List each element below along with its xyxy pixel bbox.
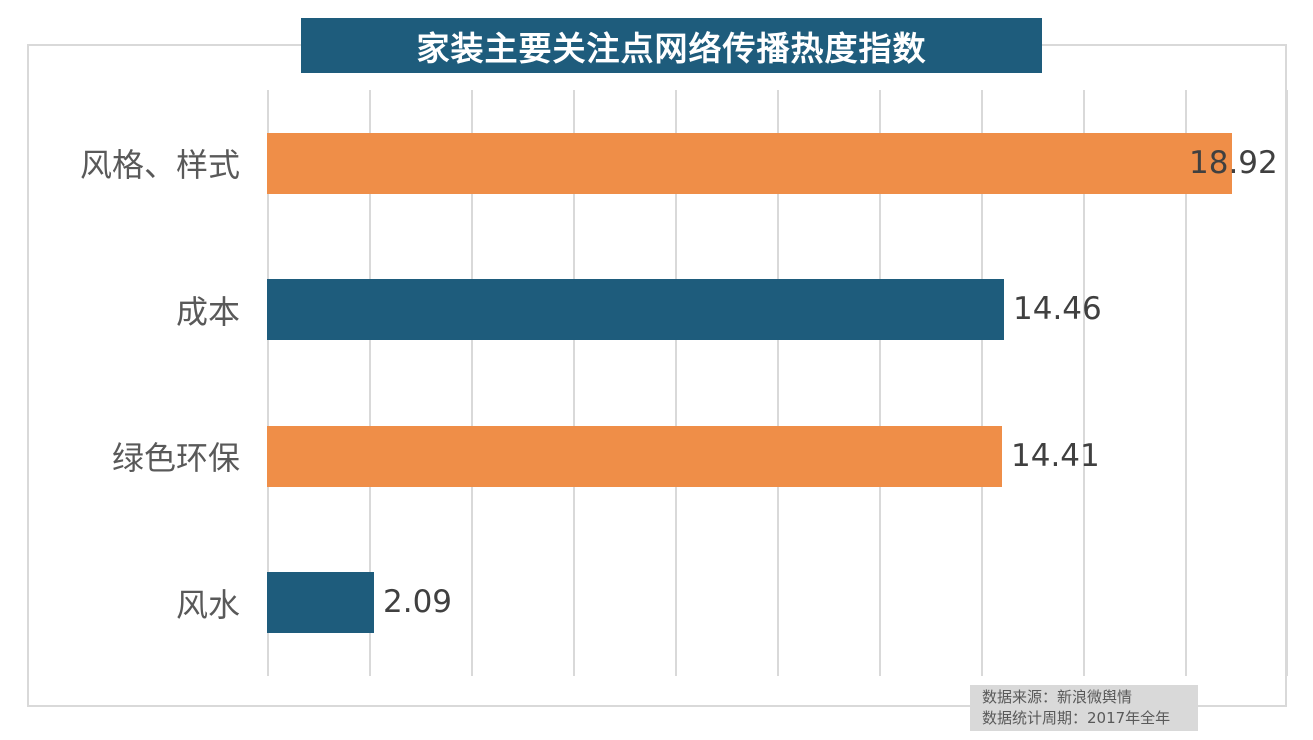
bar-row: 成本 14.46 [176,237,1288,384]
bar-row: 风水 2.09 [176,530,1288,677]
source-line-2: 数据统计周期：2017年全年 [982,709,1171,727]
bar [267,132,1232,194]
category-label: 风水 [175,585,240,624]
plot-area: 风格、样式 18.92 成本 14.46 绿色环保 14.41 风水 2.09 [80,90,1288,677]
category-label: 风格、样式 [79,146,240,185]
value-label: 18.92 [1189,144,1278,181]
bar [267,279,1004,341]
category-label: 绿色环保 [111,439,240,478]
value-label: 14.46 [1013,291,1102,328]
bar [267,425,1002,487]
source-line-1: 数据来源：新浪微舆情 [982,688,1133,706]
chart-title: 家装主要关注点网络传播热度指数 [416,28,927,68]
bar [267,572,374,634]
source-note: 数据来源：新浪微舆情 数据统计周期：2017年全年 [970,685,1198,731]
category-label: 成本 [175,292,240,331]
value-label: 2.09 [383,584,453,621]
value-label: 14.41 [1011,437,1100,474]
chart-title-banner: 家装主要关注点网络传播热度指数 [301,18,1042,73]
bar-row: 绿色环保 14.41 [112,383,1288,530]
bar-row: 风格、样式 18.92 [80,90,1288,237]
